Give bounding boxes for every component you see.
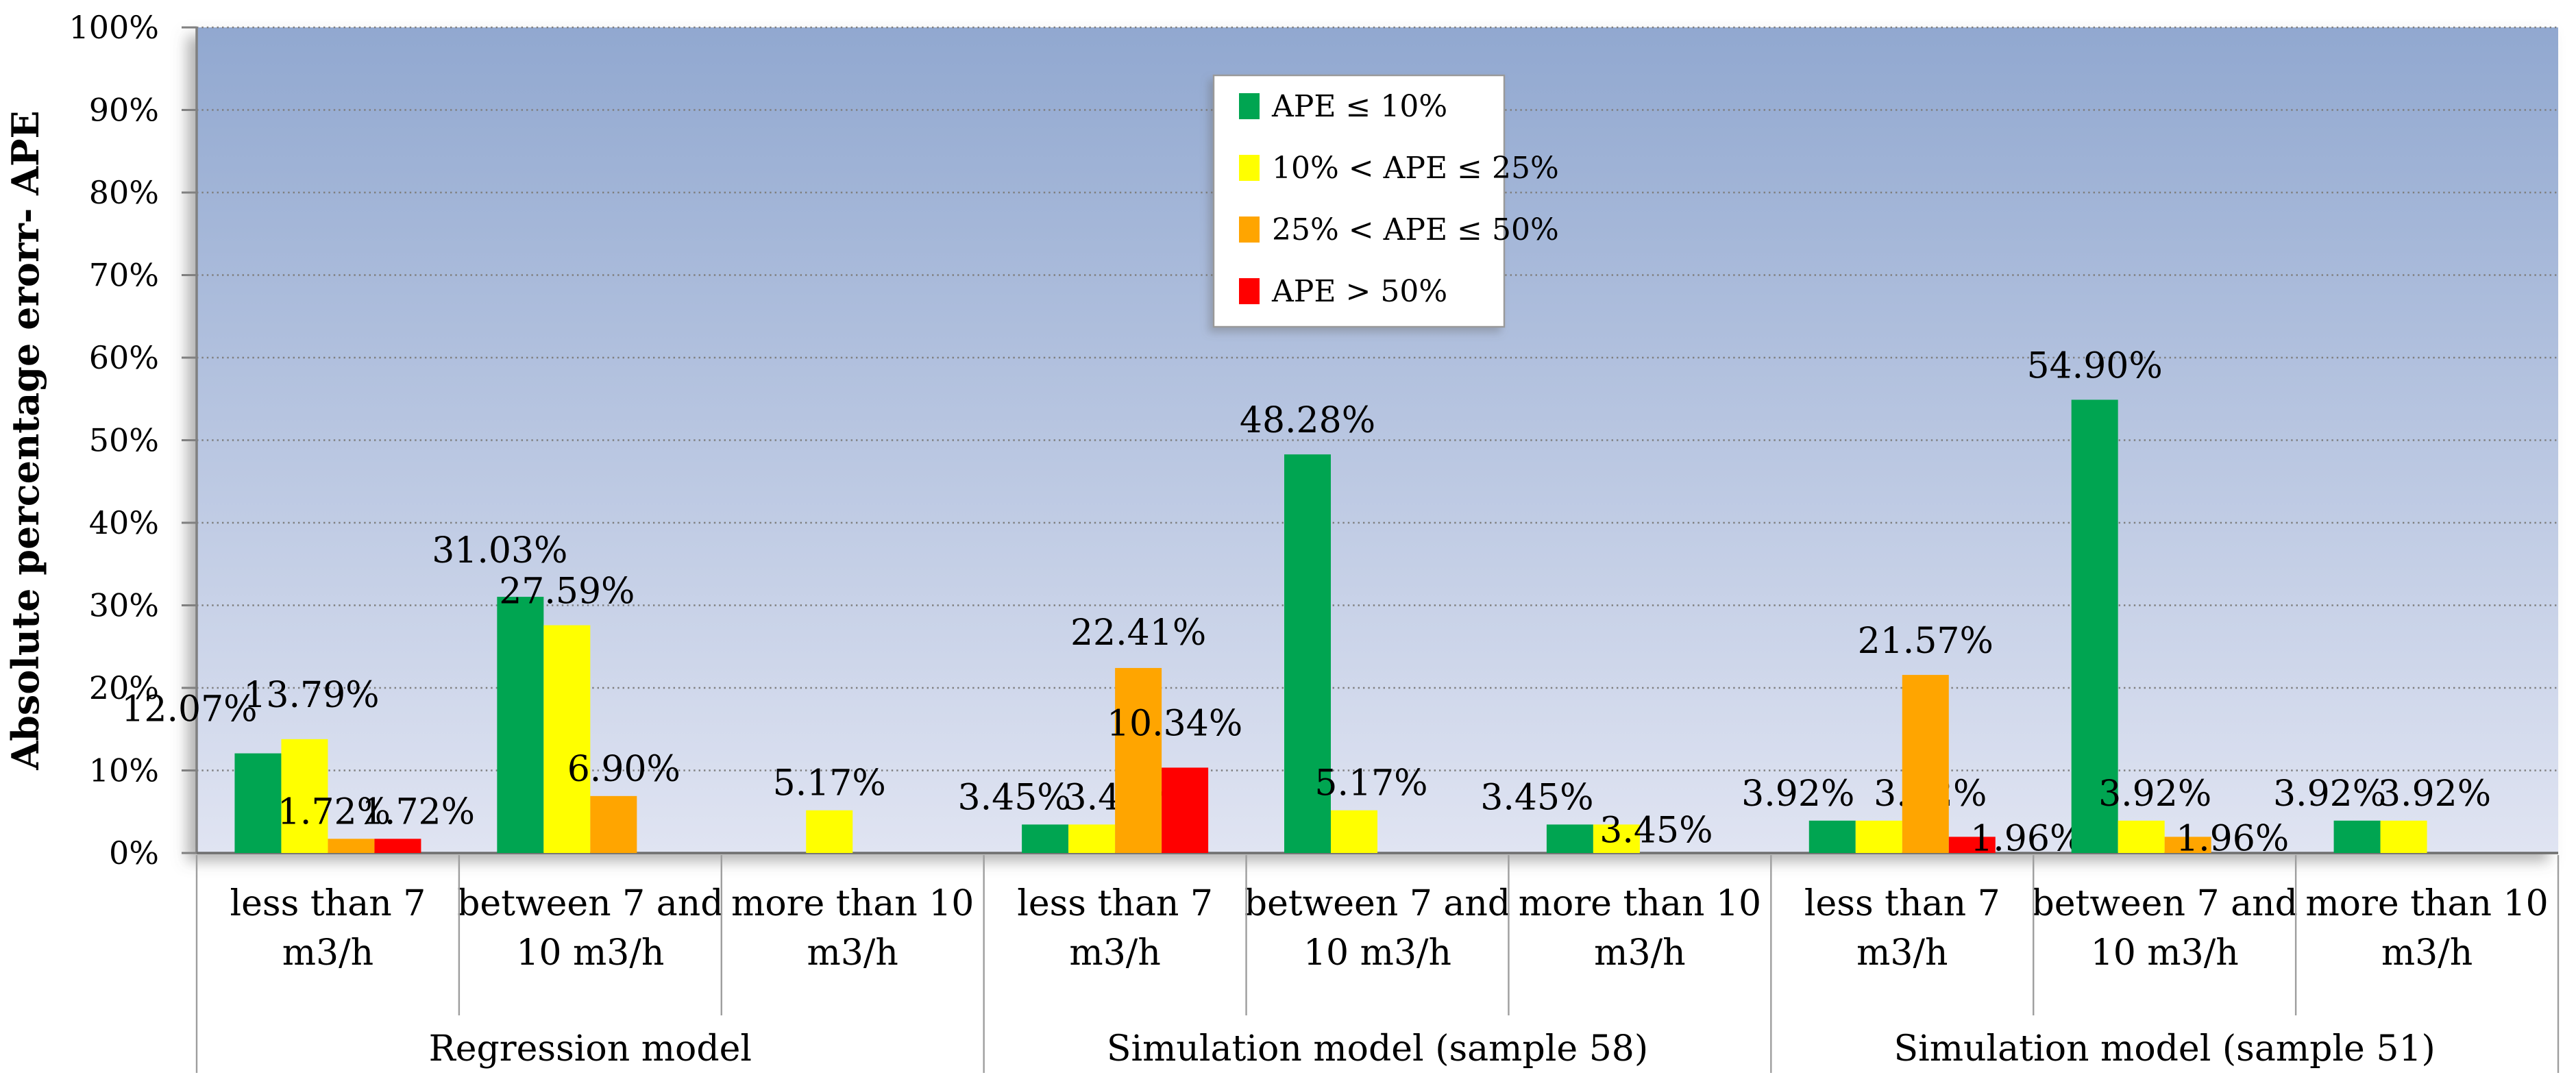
bar-green (2333, 820, 2381, 853)
category-label-line1: more than 10 (731, 883, 974, 924)
bar-value-label: 22.41% (1070, 613, 1206, 654)
bar-green (234, 753, 282, 853)
bar-value-label: 54.90% (2027, 345, 2163, 386)
y-tick-label: 40% (89, 504, 159, 541)
y-tick-label: 60% (89, 339, 159, 376)
bar-yellow (543, 625, 591, 853)
y-axis-title: Absolute percentage erorr- APE (3, 110, 47, 770)
bar-green (1546, 824, 1593, 853)
bar-green (1022, 824, 1069, 853)
bar-yellow (806, 810, 853, 853)
bar-yellow (2380, 820, 2427, 853)
bar-value-label: 5.17% (773, 763, 886, 804)
bar-yellow (1593, 824, 1640, 853)
model-group-label: Simulation model (sample 58) (1107, 1028, 1648, 1070)
category-label-line2: m3/h (807, 932, 898, 974)
legend-label: APE > 50% (1271, 274, 1447, 309)
legend-swatch-orange (1239, 217, 1260, 243)
legend-label: 10% < APE ≤ 25% (1272, 151, 1559, 186)
bar-orange (1115, 667, 1162, 853)
bar-red (1162, 767, 1209, 853)
category-label-line1: between 7 and (457, 883, 723, 924)
bar-orange (328, 839, 375, 853)
category-label-line1: between 7 and (2031, 883, 2297, 924)
y-tick-label: 0% (109, 834, 159, 871)
bar-value-label: 6.90% (567, 749, 680, 790)
bar-value-label: 3.92% (2098, 774, 2211, 815)
model-group-label: Regression model (429, 1028, 752, 1070)
category-label-line2: m3/h (1069, 932, 1160, 974)
bar-value-label: 3.92% (1741, 774, 1854, 815)
category-label-line1: less than 7 (1804, 883, 2000, 924)
bar-value-label: 12.07% (121, 689, 257, 730)
bar-value-label: 3.45% (1480, 777, 1593, 818)
bar-value-label: 48.28% (1240, 400, 1375, 441)
category-label-line1: more than 10 (2305, 883, 2548, 924)
bar-value-label: 10.34% (1107, 703, 1242, 744)
bar-yellow (1855, 820, 1902, 853)
bar-value-label: 27.59% (499, 571, 635, 613)
category-label-line2: m3/h (2381, 932, 2473, 974)
bar-yellow (1068, 824, 1116, 853)
category-label-line2: 10 m3/h (516, 932, 664, 974)
y-tick-label: 80% (89, 174, 159, 211)
category-label-line2: 10 m3/h (1303, 932, 1451, 974)
bar-orange (590, 795, 637, 853)
bar-value-label: 1.96% (1970, 818, 2083, 859)
bar-value-label: 31.03% (432, 530, 567, 571)
bar-value-label: 1.72% (362, 791, 475, 832)
bar-value-label: 1.96% (2176, 818, 2289, 859)
category-label-line1: between 7 and (1244, 883, 1510, 924)
y-tick-label: 20% (89, 669, 159, 706)
category-label-line2: m3/h (1594, 932, 1685, 974)
bar-orange (1902, 675, 1949, 853)
bar-yellow (1331, 810, 1377, 853)
bar-green (497, 597, 544, 853)
bar-value-label: 3.45% (958, 777, 1071, 818)
y-tick-label: 50% (89, 422, 159, 459)
category-label-line2: m3/h (1856, 932, 1948, 974)
legend-swatch-red (1239, 278, 1260, 304)
legend-swatch-yellow (1239, 155, 1260, 181)
category-label-line1: less than 7 (1017, 883, 1213, 924)
bar-yellow (2118, 820, 2165, 853)
y-tick-label: 70% (89, 257, 159, 294)
bar-orange (2164, 837, 2211, 853)
category-label-line1: more than 10 (1519, 883, 1761, 924)
bar-green (1808, 820, 1856, 853)
legend-swatch-green (1239, 93, 1260, 119)
bar-value-label: 3.92% (2378, 774, 2491, 815)
bar-red (374, 839, 421, 853)
y-tick-label: 100% (69, 9, 159, 46)
legend-label: 25% < APE ≤ 50% (1272, 212, 1559, 247)
bar-yellow (281, 739, 328, 853)
bar-green (2071, 399, 2118, 853)
bar-value-label: 1.72% (278, 791, 391, 832)
bar-value-label: 3.92% (2273, 774, 2386, 815)
category-label-line2: 10 m3/h (2091, 932, 2239, 974)
legend-label: APE ≤ 10% (1271, 89, 1447, 124)
legend-box (1212, 74, 1506, 328)
bar-red (1948, 837, 1996, 853)
y-tick-label: 90% (89, 92, 159, 129)
category-label-line1: less than 7 (230, 883, 426, 924)
bar-value-label: 21.57% (1858, 621, 1994, 662)
category-label-line2: m3/h (282, 932, 373, 974)
bar-value-label: 13.79% (243, 675, 379, 716)
bar-value-label: 5.17% (1314, 763, 1427, 804)
bar-value-label: 3.45% (1599, 810, 1713, 851)
bar-green (1284, 454, 1331, 853)
y-tick-label: 30% (89, 587, 159, 624)
y-tick-label: 10% (89, 752, 159, 789)
model-group-label: Simulation model (sample 51) (1893, 1028, 2435, 1070)
